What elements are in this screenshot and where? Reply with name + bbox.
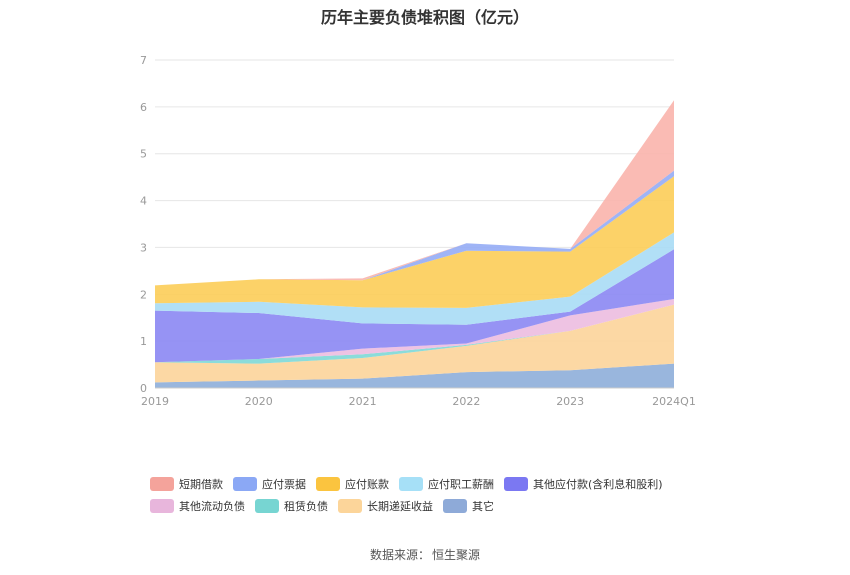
- area-series-应付账款[interactable]: [155, 176, 674, 308]
- area-series-其他应付款(含利息和股利)[interactable]: [155, 249, 674, 363]
- x-tick-label: 2022: [452, 395, 480, 408]
- y-tick-label: 1: [140, 335, 147, 348]
- area-series: [155, 100, 674, 388]
- area-series-其它[interactable]: [155, 363, 674, 388]
- area-series-长期递延收益[interactable]: [155, 304, 674, 383]
- legend-label: 长期递延收益: [367, 500, 433, 513]
- x-tick-label: 2021: [349, 395, 377, 408]
- legend-item[interactable]: 长期递延收益: [338, 498, 433, 514]
- legend-item[interactable]: 其他应付款(含利息和股利): [504, 476, 663, 492]
- x-tick-label: 2024Q1: [652, 395, 696, 408]
- area-series-应付职工薪酬[interactable]: [155, 232, 674, 325]
- legend-swatch: [316, 477, 340, 491]
- legend-swatch: [233, 477, 257, 491]
- legend: 短期借款 应付票据 应付账款 应付职工薪酬 其他应付款(含利息和股利) 其他流动负债 租赁…: [150, 473, 770, 517]
- legend-label: 其它: [472, 500, 494, 513]
- chart-title: 历年主要负债堆积图（亿元）: [320, 8, 529, 27]
- legend-label: 应付票据: [262, 478, 306, 491]
- area-series-其他流动负债[interactable]: [155, 298, 674, 363]
- legend-item[interactable]: 应付账款: [316, 476, 389, 492]
- source-label: 数据来源：: [369, 548, 430, 562]
- area-series-租赁负债[interactable]: [155, 304, 674, 364]
- legend-swatch: [443, 499, 467, 513]
- y-tick-label: 4: [140, 195, 147, 208]
- legend-swatch: [150, 477, 174, 491]
- y-tick-label: 3: [140, 241, 147, 254]
- legend-item[interactable]: 短期借款: [150, 476, 223, 492]
- y-tick-label: 5: [140, 148, 147, 161]
- area-series-应付票据[interactable]: [155, 170, 674, 286]
- legend-label: 租赁负债: [284, 500, 328, 513]
- legend-label: 应付职工薪酬: [428, 478, 494, 491]
- y-tick-label: 2: [140, 288, 147, 301]
- legend-swatch: [399, 477, 423, 491]
- legend-label: 应付账款: [345, 478, 389, 491]
- axes: 0 1 2 3 4 5 6 7 2019 2020 2021 2022 2023 2024Q1: [140, 54, 696, 408]
- legend-row-1: 短期借款 应付票据 应付账款 应付职工薪酬 其他应付款(含利息和股利): [150, 473, 770, 495]
- legend-item[interactable]: 其他流动负债: [150, 498, 245, 514]
- x-tick-label: 2020: [245, 395, 273, 408]
- legend-row-2: 其他流动负债 租赁负债 长期递延收益 其它: [150, 495, 770, 517]
- legend-item[interactable]: 应付票据: [233, 476, 306, 492]
- y-tick-label: 6: [140, 101, 147, 114]
- y-tick-label: 7: [140, 54, 147, 67]
- y-tick-label: 0: [140, 382, 147, 395]
- legend-label: 其他流动负债: [179, 500, 245, 513]
- legend-swatch: [504, 477, 528, 491]
- data-source: 数据来源： 恒生聚源: [0, 546, 850, 563]
- legend-label: 短期借款: [179, 478, 223, 491]
- legend-swatch: [150, 499, 174, 513]
- legend-item[interactable]: 租赁负债: [255, 498, 328, 514]
- legend-item[interactable]: 其它: [443, 498, 494, 514]
- legend-item[interactable]: 应付职工薪酬: [399, 476, 494, 492]
- x-tick-label: 2023: [556, 395, 584, 408]
- x-tick-label: 2019: [141, 395, 169, 408]
- source-value: 恒生聚源: [432, 548, 481, 562]
- legend-label: 其他应付款(含利息和股利): [533, 478, 663, 491]
- legend-swatch: [338, 499, 362, 513]
- legend-swatch: [255, 499, 279, 513]
